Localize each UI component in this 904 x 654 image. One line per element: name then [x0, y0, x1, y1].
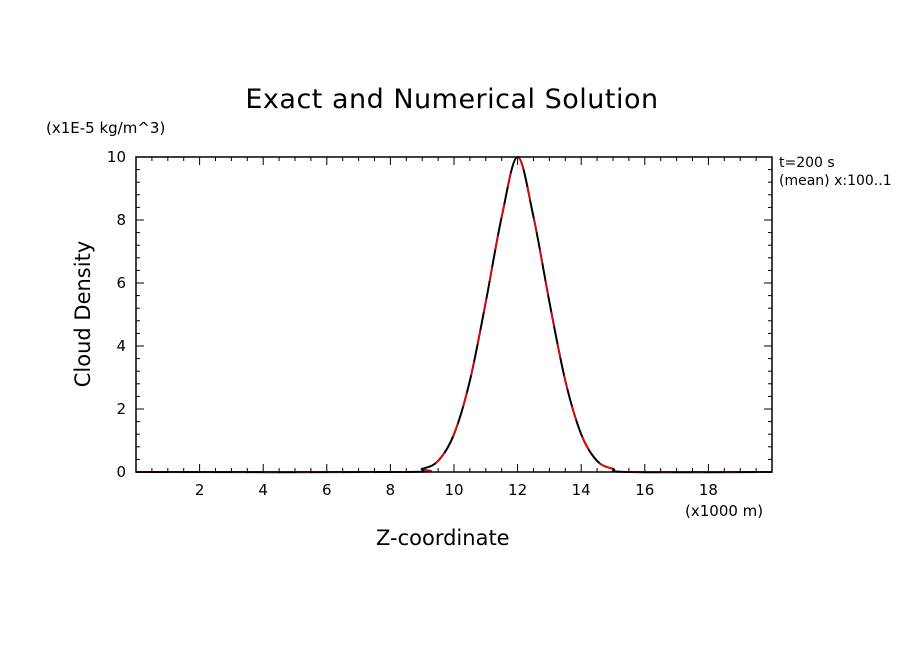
x-tick-label: 4 [258, 481, 268, 499]
y-tick-label: 10 [107, 148, 126, 166]
chart-title: Exact and Numerical Solution [245, 84, 659, 115]
x-tick-label: 8 [386, 481, 396, 499]
x-tick-label: 6 [322, 481, 332, 499]
mean-annotation: (mean) x:100..1 [779, 173, 892, 189]
x-tick-label: 14 [572, 481, 591, 499]
x-tick-label: 2 [195, 481, 205, 499]
x-tick-label: 18 [699, 481, 718, 499]
y-axis-unit: (x1E-5 kg/m^3) [46, 119, 166, 137]
x-tick-label: 16 [635, 481, 654, 499]
time-annotation: t=200 s [779, 155, 835, 171]
x-axis-label: Z-coordinate [376, 526, 510, 550]
y-tick-label: 4 [116, 337, 126, 355]
data-series [135, 155, 773, 474]
numerical-solution-line [135, 156, 773, 474]
y-tick-label: 0 [116, 463, 126, 481]
exact-solution-line [135, 155, 773, 474]
y-tick-label: 6 [116, 274, 126, 292]
plot-frame [135, 156, 773, 473]
x-axis-unit: (x1000 m) [685, 502, 764, 520]
axis-ticks [135, 156, 773, 473]
tick-labels: 2 4 6 8 10 12 14 16 18 0 2 4 6 8 10 [107, 148, 718, 499]
y-tick-label: 8 [116, 211, 126, 229]
y-tick-label: 2 [116, 400, 126, 418]
x-tick-label: 10 [444, 481, 463, 499]
x-tick-label: 12 [508, 481, 527, 499]
